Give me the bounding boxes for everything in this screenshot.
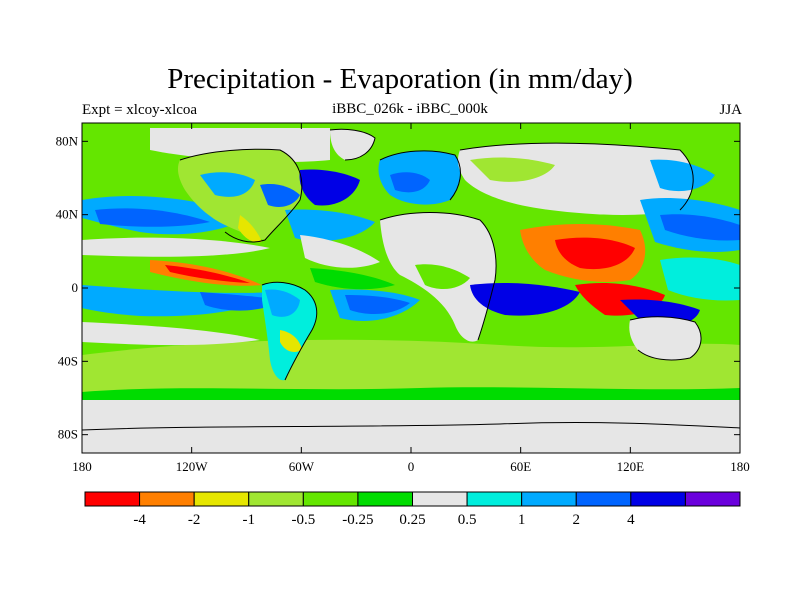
lat-tick-label: 80S bbox=[58, 427, 78, 442]
lon-tick-label: 120E bbox=[617, 459, 645, 474]
lon-tick-label: 0 bbox=[408, 459, 415, 474]
colorbar: -4 -2 -1 -0.5 -0.25 0.25 0.5 1 2 4 bbox=[84, 491, 741, 528]
colorbar-label: 4 bbox=[627, 512, 635, 528]
lon-tick-label: 60W bbox=[289, 459, 315, 474]
siberia-band bbox=[470, 157, 555, 182]
colorbar-swatch bbox=[357, 491, 413, 507]
east-canada-wet bbox=[260, 184, 300, 207]
lat-tick-label: 80N bbox=[56, 133, 79, 148]
us-southeast-dry bbox=[238, 215, 262, 243]
colorbar-label: -2 bbox=[188, 512, 201, 528]
lon-tick-label: 180 bbox=[730, 459, 750, 474]
comparison-label: iBBC_026k - iBBC_000k bbox=[332, 101, 488, 117]
south-atlantic-core bbox=[345, 295, 410, 315]
antarctic-coast-band bbox=[82, 387, 740, 400]
tropical-west-pacific bbox=[660, 257, 740, 301]
colorbar-swatch bbox=[630, 491, 686, 507]
colorbar-swatch bbox=[139, 491, 195, 507]
east-siberia-wet bbox=[650, 159, 715, 192]
itcz-dry-core bbox=[165, 265, 250, 283]
south-america-dry bbox=[280, 330, 302, 353]
indian-ocean-wet bbox=[470, 282, 580, 316]
lon-tick-label: 60E bbox=[510, 459, 531, 474]
lat-tick-label: 40N bbox=[56, 207, 79, 222]
colorbar-swatch bbox=[575, 491, 632, 507]
experiment-label: Expt = xlcoy-xlcoa bbox=[82, 102, 198, 118]
greenland-land bbox=[330, 129, 375, 160]
atlantic-itcz bbox=[310, 268, 395, 290]
axis-ticks: 180 120W 60W 0 60E 120E 180 80N 40N 0 40S 80S bbox=[56, 123, 750, 474]
mid-atlantic-wet bbox=[285, 209, 375, 242]
colorbar-swatch bbox=[412, 491, 468, 507]
colorbar-label: 1 bbox=[518, 512, 526, 528]
map-field bbox=[82, 123, 740, 453]
colorbar-label: -0.5 bbox=[291, 512, 315, 528]
colorbar-swatch bbox=[302, 491, 359, 507]
indian-monsoon-core bbox=[555, 237, 635, 270]
lon-tick-label: 120W bbox=[176, 459, 209, 474]
colorbar-label: 2 bbox=[573, 512, 581, 528]
colorbar-label: -4 bbox=[133, 512, 146, 528]
colorbar-swatch bbox=[193, 491, 250, 507]
north-atlantic-wet bbox=[299, 169, 360, 206]
colorbar-swatch bbox=[248, 491, 304, 507]
colorbar-swatch bbox=[466, 491, 523, 507]
west-pacific-core bbox=[660, 214, 740, 241]
amazon-wet bbox=[265, 289, 300, 317]
colorbar-label: -1 bbox=[243, 512, 256, 528]
map-title: Precipitation - Evaporation (in mm/day) bbox=[167, 63, 633, 95]
east-pacific-wet bbox=[200, 292, 282, 311]
coastlines bbox=[82, 128, 740, 431]
colorbar-swatch bbox=[684, 491, 741, 507]
australia-land bbox=[629, 316, 702, 360]
lon-tick-label: 180 bbox=[72, 459, 92, 474]
canada-wet bbox=[200, 172, 255, 197]
lat-tick-label: 40S bbox=[58, 353, 78, 368]
colorbar-label: -0.25 bbox=[342, 512, 373, 528]
lat-tick-label: 0 bbox=[72, 280, 79, 295]
south-pacific-dry bbox=[82, 322, 260, 346]
europe-wet bbox=[390, 172, 430, 193]
southern-ocean-band bbox=[82, 339, 740, 396]
colorbar-label: 0.5 bbox=[458, 512, 477, 528]
subtropical-pacific bbox=[82, 237, 270, 257]
colorbar-swatch bbox=[521, 491, 577, 507]
colorbar-swatch bbox=[84, 491, 141, 507]
antarctica bbox=[82, 395, 740, 453]
season-label: JJA bbox=[719, 102, 742, 118]
north-pacific-core bbox=[95, 208, 210, 227]
sahel-band bbox=[415, 264, 470, 290]
subtropical-atlantic bbox=[300, 235, 380, 268]
colorbar-label: 0.25 bbox=[399, 512, 425, 528]
